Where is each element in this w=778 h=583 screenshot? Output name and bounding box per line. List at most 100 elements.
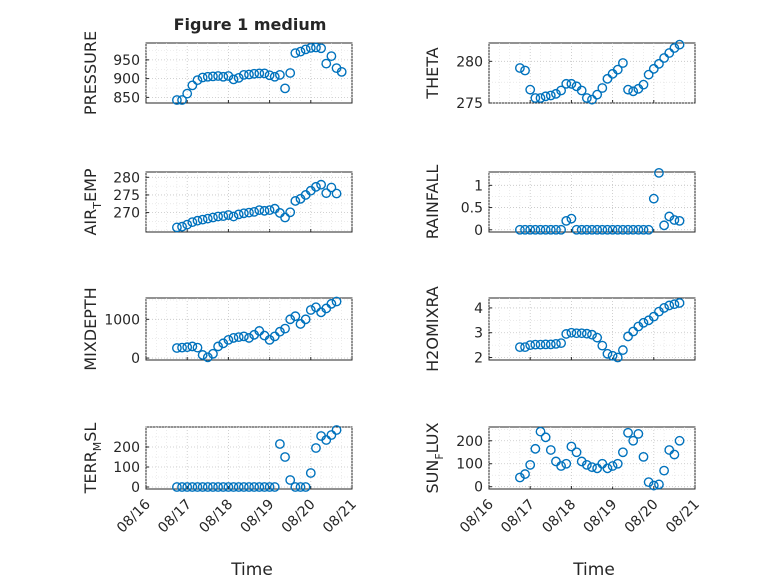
- data-point: [633, 428, 644, 439]
- data-point: [305, 468, 316, 478]
- data-point: [290, 311, 301, 322]
- data-point: [233, 72, 244, 83]
- data-point: [197, 72, 208, 83]
- data-point: [520, 469, 530, 479]
- data-point: [326, 182, 337, 193]
- data-point: [228, 211, 239, 222]
- x-tick-label: 08/19: [581, 497, 621, 537]
- y-tick-label: 2: [474, 351, 483, 367]
- data-point: [187, 341, 198, 352]
- data-point: [321, 188, 332, 199]
- data-point: [218, 482, 229, 492]
- data-point: [249, 206, 260, 217]
- y-tick-label: 0: [474, 223, 483, 239]
- x-axis-label-left: Time: [230, 560, 273, 580]
- data-point: [223, 71, 234, 81]
- data-point: [202, 213, 213, 224]
- data-point: [638, 224, 649, 235]
- data-point: [592, 89, 603, 100]
- data-point: [331, 188, 342, 199]
- data-point: [654, 167, 664, 178]
- data-point: [300, 44, 311, 55]
- x-tick-label: 08/17: [155, 497, 195, 537]
- data-point: [192, 342, 203, 353]
- data-point: [316, 43, 326, 54]
- data-point: [295, 46, 306, 57]
- data-point: [274, 439, 285, 449]
- data-point: [520, 224, 530, 235]
- x-tick-label: 08/16: [457, 496, 497, 536]
- data-point: [638, 317, 649, 328]
- data-point: [213, 71, 224, 81]
- data-point: [571, 447, 582, 458]
- y-tick-label: 275: [113, 188, 140, 204]
- data-point: [274, 326, 285, 337]
- x-tick-label: 08/18: [196, 497, 236, 537]
- data-point: [187, 482, 198, 492]
- data-point: [515, 342, 525, 353]
- figure-title: Figure 1 medium: [174, 15, 327, 34]
- data-point: [249, 482, 260, 492]
- data-point: [218, 211, 229, 222]
- data-point: [545, 224, 556, 235]
- subplot-8: 08/16 08/17 08/18 08/19 08/20 08/21 0 100 200 SUN…: [423, 422, 703, 536]
- data-point: [648, 480, 659, 491]
- data-point: [638, 451, 649, 462]
- data-point: [669, 299, 680, 310]
- data-point: [213, 482, 224, 492]
- data-point: [259, 205, 270, 216]
- data-point: [223, 210, 234, 220]
- data-point: [202, 482, 213, 492]
- data-point: [280, 212, 290, 223]
- data-point: [571, 328, 582, 339]
- data-point: [648, 311, 659, 322]
- data-point: [561, 329, 572, 339]
- data-point: [192, 482, 203, 492]
- data-point: [238, 331, 249, 342]
- data-point: [628, 326, 639, 337]
- data-point: [648, 193, 659, 204]
- x-tick-label: 08/16: [114, 496, 154, 536]
- data-point: [530, 443, 541, 454]
- y-tick-label: 850: [113, 90, 140, 106]
- data-point: [182, 219, 193, 230]
- data-point: [633, 224, 644, 235]
- data-point: [182, 342, 193, 353]
- x-tick-label: 08/21: [320, 497, 360, 537]
- y-tick-label: 200: [113, 440, 140, 456]
- data-point: [623, 427, 633, 438]
- data-point: [654, 58, 664, 69]
- data-point: [259, 482, 270, 492]
- data-point: [597, 83, 608, 93]
- data-point: [545, 445, 556, 455]
- data-point: [581, 328, 592, 339]
- data-point: [177, 95, 187, 105]
- y-tick-label: 280: [113, 170, 140, 186]
- data-point: [285, 314, 296, 325]
- data-point: [280, 83, 290, 94]
- data-point: [326, 51, 337, 62]
- data-point: [654, 479, 664, 490]
- data-point: [540, 432, 551, 443]
- data-point: [233, 482, 244, 492]
- x-tick-label: 08/20: [279, 497, 319, 537]
- data-point: [515, 224, 525, 235]
- data-point: [525, 340, 536, 351]
- data-point: [623, 84, 633, 95]
- data-point: [187, 80, 198, 91]
- data-point: [612, 352, 623, 363]
- data-point: [311, 181, 321, 192]
- data-point: [545, 339, 556, 350]
- y-axis-label: H2OMIXRA: [423, 286, 442, 372]
- data-point: [602, 73, 613, 84]
- y-tick-label: 1000: [104, 312, 140, 328]
- data-point: [535, 426, 546, 437]
- data-point: [576, 224, 587, 235]
- data-point: [311, 42, 321, 53]
- data-point: [540, 91, 551, 102]
- data-point: [182, 482, 193, 492]
- data-point: [535, 93, 546, 103]
- data-point: [213, 211, 224, 222]
- data-point: [674, 298, 685, 308]
